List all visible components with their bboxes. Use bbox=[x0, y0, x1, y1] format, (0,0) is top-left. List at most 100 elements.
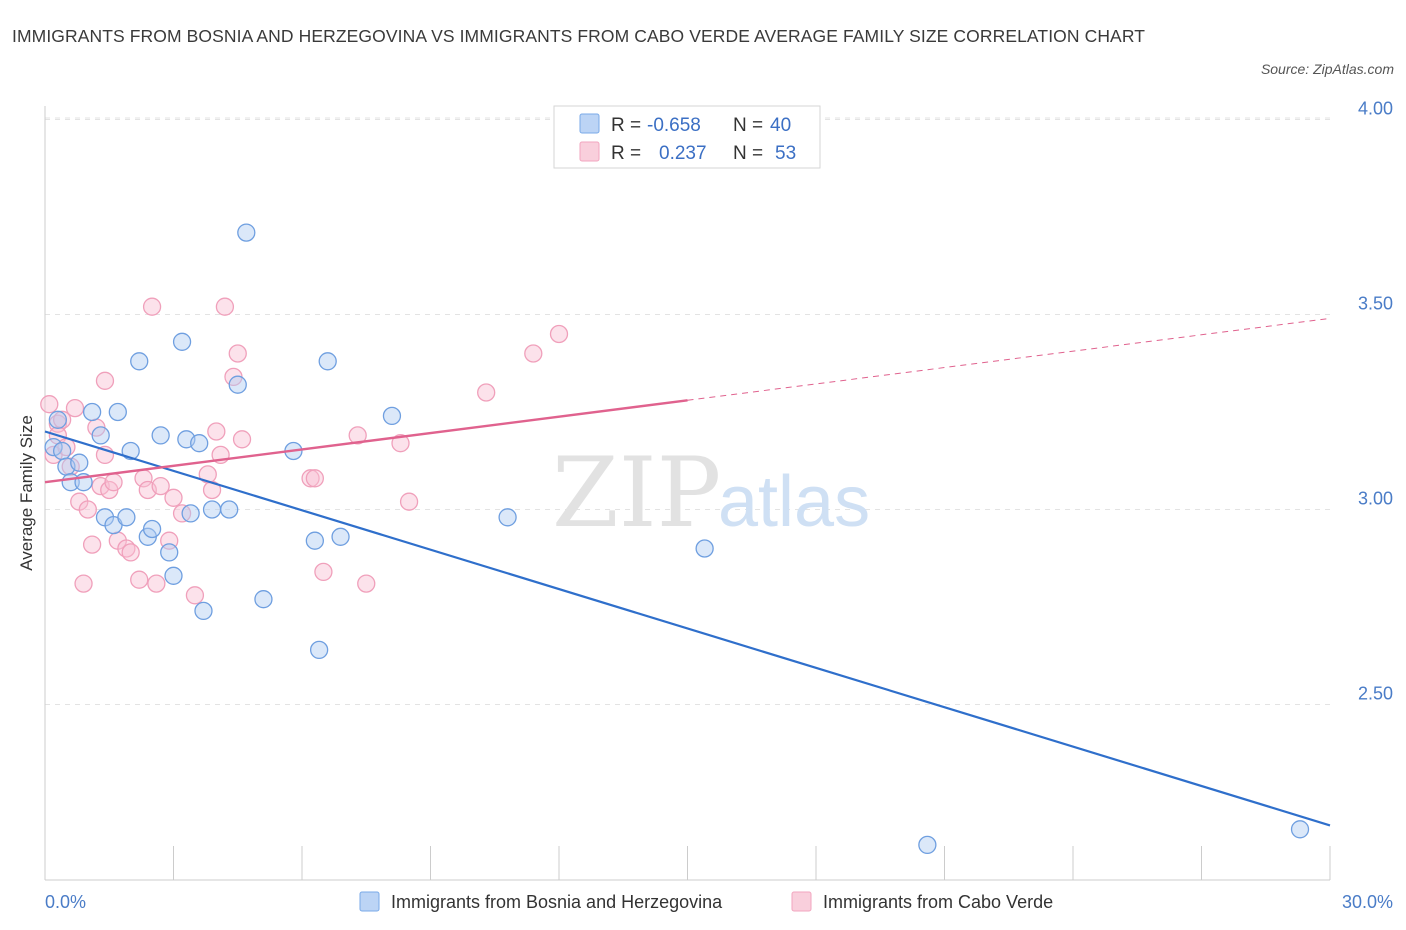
legend-n-label-cabo-verde: N = bbox=[733, 143, 763, 164]
cabo-verde-point bbox=[164, 488, 183, 507]
y-tick-label: 2.50 bbox=[1358, 684, 1393, 704]
watermark-zip: ZIP bbox=[552, 437, 721, 549]
bosnia-point bbox=[305, 531, 325, 550]
legend-n-label-bosnia: N = bbox=[733, 115, 763, 136]
series-bosnia-points bbox=[44, 223, 1310, 855]
y-tick-label: 3.00 bbox=[1358, 489, 1393, 509]
bosnia-point bbox=[160, 543, 179, 562]
cabo-verde-point bbox=[82, 535, 102, 554]
bosnia-point bbox=[194, 601, 213, 621]
cabo-verde-point bbox=[151, 476, 170, 496]
cabo-verde-point bbox=[185, 586, 205, 605]
series-cabo-verde-points bbox=[40, 297, 569, 605]
bosnia-point bbox=[48, 410, 67, 429]
bosnia-point bbox=[382, 406, 402, 426]
bosnia-point bbox=[70, 453, 89, 472]
cabo-verde-point bbox=[147, 574, 166, 593]
bosnia-point bbox=[498, 508, 517, 527]
cabo-verde-point bbox=[202, 480, 222, 500]
bottom-legend: Immigrants from Bosnia and Herzegovina I… bbox=[359, 891, 1053, 912]
cabo-verde-point bbox=[104, 473, 123, 492]
legend-n-value-cabo-verde: 53 bbox=[775, 143, 796, 164]
bosnia-point bbox=[164, 566, 183, 585]
grid-lines bbox=[45, 117, 1330, 705]
bosnia-point bbox=[237, 223, 256, 242]
bosnia-point bbox=[172, 332, 192, 351]
cabo-verde-point bbox=[95, 371, 115, 390]
cabo-verde-point bbox=[65, 398, 85, 418]
cabo-verde-trend-extension bbox=[687, 317, 1331, 401]
bosnia-point bbox=[181, 504, 200, 523]
cabo-verde-point bbox=[61, 457, 80, 476]
cabo-verde-point bbox=[78, 500, 97, 519]
cabo-verde-point bbox=[74, 574, 93, 593]
legend-r-label-cabo-verde: R = bbox=[611, 143, 641, 164]
bosnia-point bbox=[220, 500, 239, 519]
cabo-verde-point bbox=[549, 324, 569, 344]
bosnia-point bbox=[202, 500, 222, 519]
cabo-verde-trend-line bbox=[44, 399, 688, 484]
cabo-verde-point bbox=[477, 383, 496, 402]
cabo-verde-point bbox=[130, 570, 149, 589]
y-tick-label: 4.00 bbox=[1358, 99, 1393, 119]
y-tick-label: 3.50 bbox=[1358, 294, 1393, 314]
cabo-verde-point bbox=[228, 344, 247, 363]
legend-r-value-cabo-verde: 0.237 bbox=[659, 143, 707, 164]
legend-swatch-bosnia bbox=[579, 113, 600, 134]
bosnia-point bbox=[130, 352, 149, 371]
bosnia-point bbox=[108, 402, 127, 422]
bottom-legend-swatch-cabo-verde bbox=[791, 891, 812, 912]
trend-lines bbox=[44, 317, 1331, 827]
bosnia-point bbox=[254, 590, 273, 609]
bosnia-point bbox=[117, 508, 136, 527]
bosnia-trend-line bbox=[44, 430, 1331, 827]
cabo-verde-point bbox=[348, 426, 367, 445]
bosnia-point bbox=[228, 375, 247, 394]
bosnia-point bbox=[695, 539, 714, 558]
cabo-verde-point bbox=[301, 469, 320, 488]
cabo-verde-point bbox=[52, 410, 72, 429]
axes bbox=[44, 106, 1331, 881]
cabo-verde-point bbox=[232, 430, 252, 449]
bosnia-point bbox=[121, 441, 140, 461]
cabo-verde-point bbox=[357, 574, 376, 593]
chart-title: IMMIGRANTS FROM BOSNIA AND HERZEGOVINA V… bbox=[12, 26, 1146, 46]
cabo-verde-point bbox=[121, 543, 140, 562]
watermark: ZIP atlas bbox=[552, 437, 870, 549]
legend-swatch-cabo-verde bbox=[579, 141, 600, 162]
legend-n-value-bosnia: 40 bbox=[770, 115, 791, 136]
cabo-verde-point bbox=[399, 492, 419, 511]
bosnia-point bbox=[82, 402, 102, 422]
cabo-verde-point bbox=[314, 562, 333, 582]
bottom-legend-label-cabo-verde: Immigrants from Cabo Verde bbox=[823, 892, 1053, 912]
bosnia-point bbox=[318, 352, 337, 371]
bottom-legend-swatch-bosnia bbox=[359, 891, 380, 912]
bosnia-point bbox=[52, 441, 72, 461]
cabo-verde-point bbox=[207, 422, 226, 441]
cabo-verde-point bbox=[524, 344, 543, 363]
bosnia-point bbox=[142, 519, 162, 539]
bosnia-point bbox=[331, 527, 350, 546]
bottom-legend-label-bosnia: Immigrants from Bosnia and Herzegovina bbox=[391, 892, 723, 912]
y-axis-label: Average Family Size bbox=[17, 415, 36, 571]
legend-r-label-bosnia: R = bbox=[611, 115, 641, 136]
bosnia-point bbox=[1290, 820, 1310, 839]
cabo-verde-point bbox=[305, 469, 325, 488]
bosnia-point bbox=[91, 426, 110, 445]
bosnia-point bbox=[151, 426, 170, 445]
bosnia-point bbox=[190, 434, 209, 453]
cabo-verde-point bbox=[40, 395, 59, 414]
x-tick-label-min: 0.0% bbox=[45, 892, 86, 912]
x-tick-labels: 0.0% 30.0% bbox=[45, 892, 1393, 912]
x-tick-label-max: 30.0% bbox=[1342, 892, 1393, 912]
bosnia-point bbox=[309, 640, 329, 660]
top-legend: R = -0.658 N = 40 R = 0.237 N = 53 bbox=[553, 105, 821, 169]
bosnia-point bbox=[918, 835, 937, 855]
bosnia-point bbox=[44, 437, 63, 457]
cabo-verde-point bbox=[215, 297, 235, 316]
cabo-verde-point bbox=[142, 297, 162, 316]
watermark-atlas: atlas bbox=[718, 462, 870, 542]
cabo-verde-point bbox=[391, 434, 410, 453]
legend-r-value-bosnia: -0.658 bbox=[647, 115, 701, 136]
